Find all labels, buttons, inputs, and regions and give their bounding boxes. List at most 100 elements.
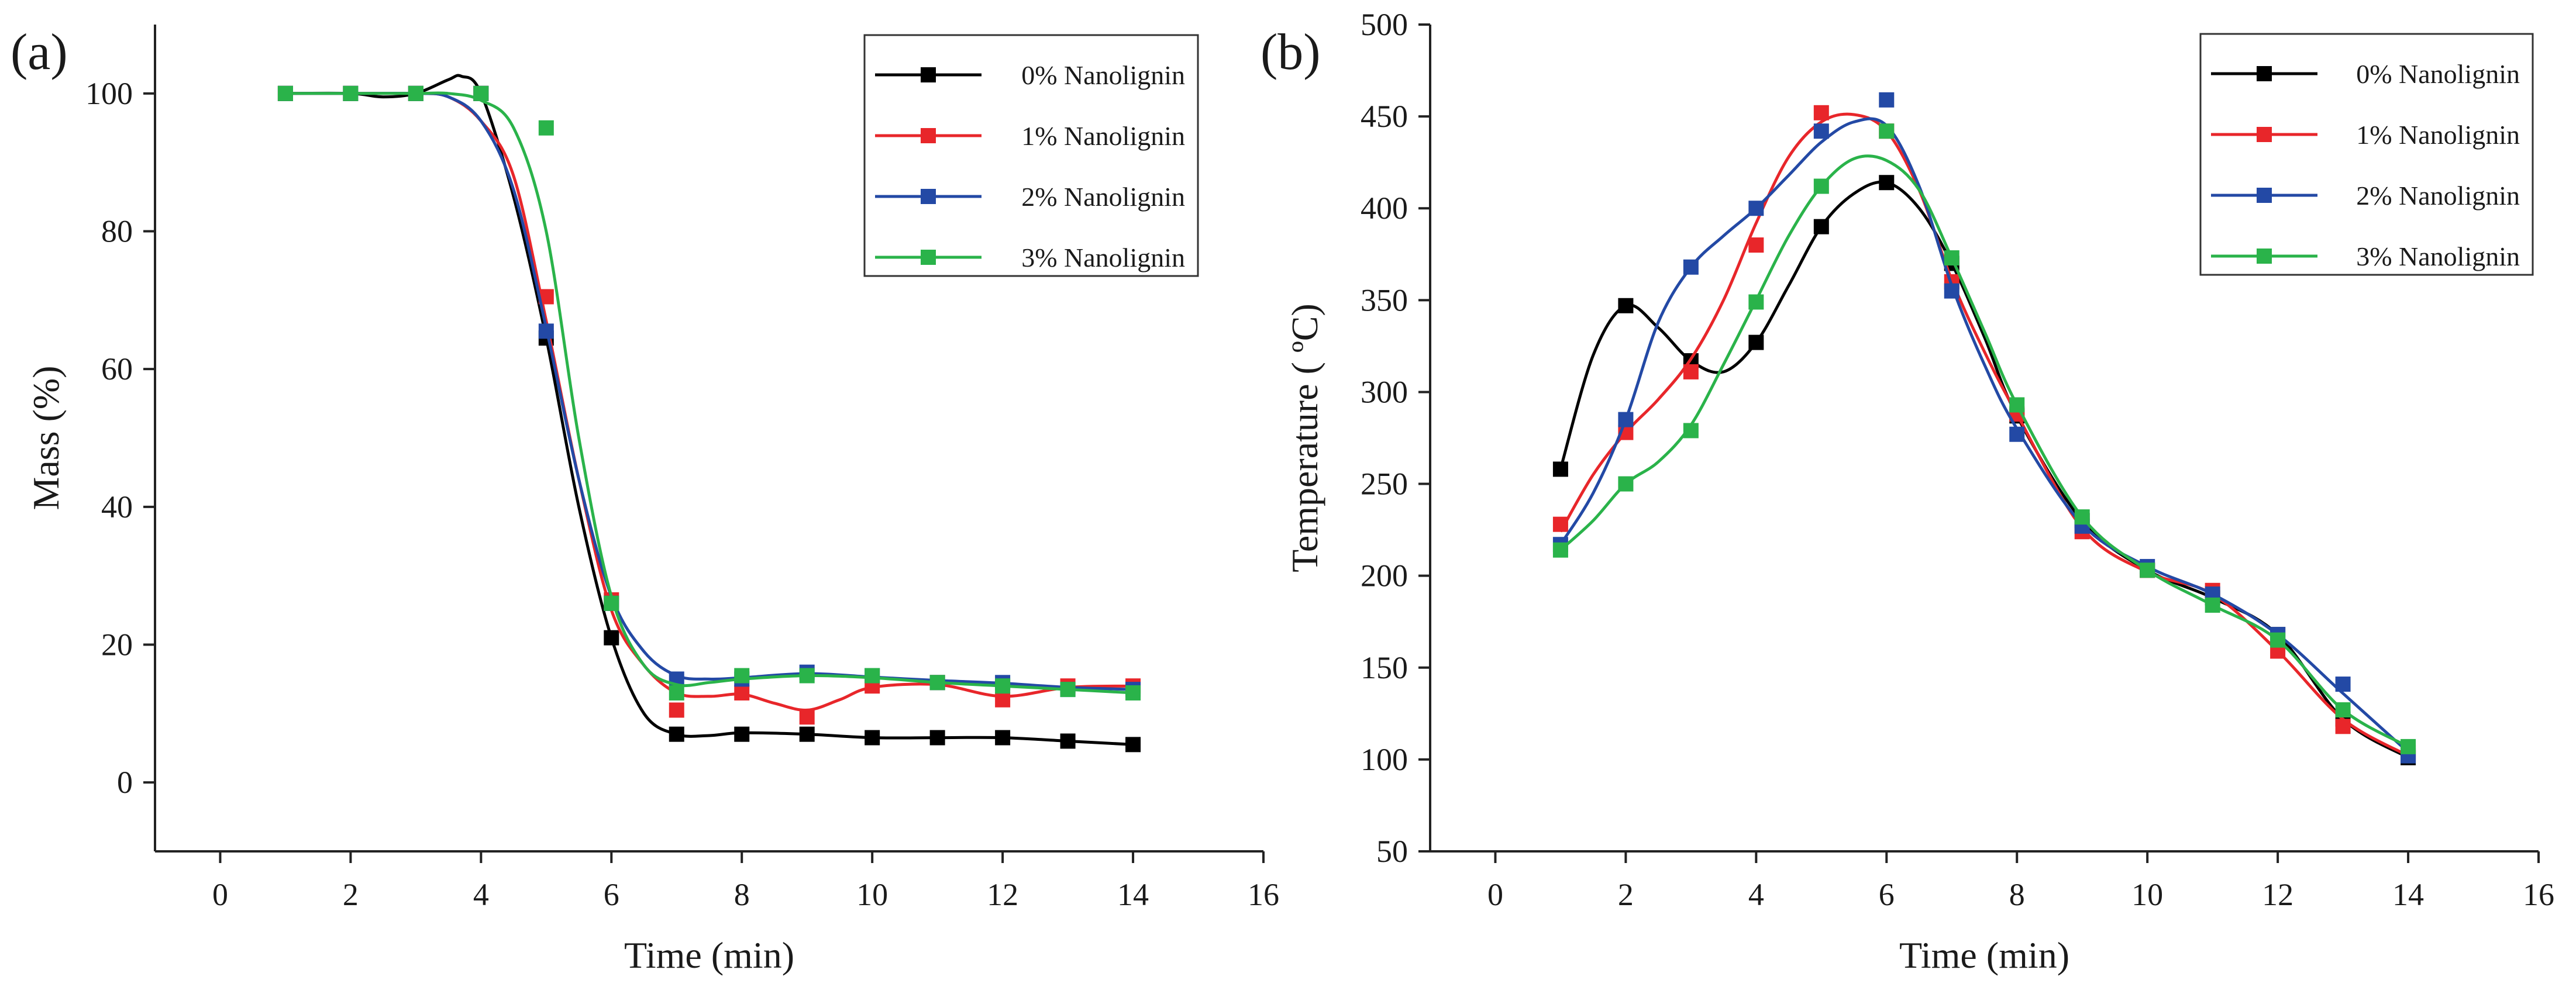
x-tick-label: 4 [473, 877, 489, 912]
legend-label: 3% Nanolignin [1021, 243, 1185, 272]
panel-label: (a) [11, 24, 68, 81]
y-tick-label: 250 [1361, 467, 1408, 502]
data-point [2335, 702, 2351, 718]
data-point [1683, 423, 1699, 439]
data-point [1879, 92, 1895, 108]
data-point [2140, 562, 2155, 578]
x-tick-label: 16 [1248, 877, 1279, 912]
data-point [734, 685, 750, 700]
data-point [2335, 719, 2351, 734]
legend-marker [2257, 66, 2272, 81]
data-point [1944, 283, 1959, 299]
y-tick-label: 0 [117, 765, 133, 800]
y-tick-label: 350 [1361, 282, 1408, 318]
legend-label: 2% Nanolignin [1021, 182, 1185, 212]
legend-label: 2% Nanolignin [2356, 181, 2520, 210]
data-point [2335, 677, 2351, 692]
y-tick-label: 100 [85, 76, 133, 111]
data-point [2270, 632, 2286, 648]
legend-marker [2257, 188, 2272, 203]
x-tick-label: 10 [2131, 877, 2163, 912]
y-tick-label: 400 [1361, 191, 1408, 226]
legend-item: 2% Nanolignin [875, 182, 1185, 212]
y-tick-label: 450 [1361, 99, 1408, 134]
legend-marker [921, 67, 936, 82]
data-point [1879, 175, 1895, 191]
legend-item: 0% Nanolignin [2211, 59, 2520, 89]
y-tick-label: 150 [1361, 650, 1408, 685]
data-point [799, 709, 815, 725]
data-point [2009, 426, 2025, 442]
panel-label: (b) [1261, 24, 1321, 81]
x-tick-label: 12 [987, 877, 1018, 912]
series-line [285, 74, 1134, 746]
data-point [1748, 294, 1764, 310]
legend-item: 3% Nanolignin [875, 243, 1185, 272]
data-point [929, 675, 945, 691]
legend-marker [921, 189, 936, 204]
legend-marker [921, 128, 936, 143]
data-point [1683, 259, 1699, 275]
series-4 [1552, 123, 2416, 754]
legend-label: 1% Nanolignin [2356, 120, 2520, 150]
y-tick-label: 60 [101, 351, 133, 386]
data-point [995, 692, 1011, 708]
y-tick-label: 50 [1376, 834, 1408, 869]
panel-a: 0 2 4 6 8 10 12 14 16 0 20 40 60 80 100 Time (min) Mass … [11, 24, 1279, 976]
data-point [1060, 733, 1076, 749]
data-point [1813, 219, 1829, 234]
data-point [408, 85, 423, 101]
x-tick-label: 6 [1879, 877, 1895, 912]
data-point [865, 668, 880, 684]
legend-marker [2257, 127, 2272, 142]
data-point [1552, 516, 1568, 532]
data-point [343, 85, 359, 101]
data-point [929, 730, 945, 746]
x-tick-label: 2 [1618, 877, 1634, 912]
data-point [995, 678, 1011, 694]
data-point [1552, 542, 1568, 558]
legend-marker [2257, 249, 2272, 264]
data-point [2401, 738, 2416, 754]
data-point [604, 595, 619, 611]
data-point [1813, 178, 1829, 194]
x-tick-label: 16 [2523, 877, 2554, 912]
y-tick-label: 100 [1361, 742, 1408, 777]
legend: 0% Nanolignin 1% Nanolignin 2% Nanolignin 3… [2199, 33, 2534, 276]
y-tick-label: 200 [1361, 558, 1408, 593]
data-point [2009, 397, 2025, 413]
x-axis-label: Time (min) [624, 934, 794, 976]
y-tick-label: 80 [101, 214, 133, 249]
x-tick-label: 4 [1748, 877, 1764, 912]
data-point [734, 668, 750, 684]
data-point [799, 668, 815, 684]
series-4 [277, 85, 1141, 700]
x-tick-label: 0 [212, 877, 228, 912]
legend-marker [921, 250, 936, 265]
data-point [473, 85, 489, 101]
data-point [1125, 685, 1141, 700]
legend-item: 3% Nanolignin [2211, 241, 2520, 271]
legend-item: 1% Nanolignin [875, 121, 1185, 151]
x-tick-label: 6 [604, 877, 619, 912]
data-point [1618, 476, 1634, 492]
data-point [1618, 412, 1634, 427]
panel-b: 0 2 4 6 8 10 12 14 16 50 100 150 200 250 300 350 400 450 5… [1261, 7, 2554, 976]
data-point [1125, 737, 1141, 753]
data-point [799, 726, 815, 742]
x-tick-label: 0 [1487, 877, 1503, 912]
x-tick-label: 8 [734, 877, 750, 912]
y-axis-label: Temperature ( ºC) [1284, 303, 1325, 572]
data-point [277, 85, 293, 101]
x-axis-label: Time (min) [1899, 934, 2069, 976]
data-point [538, 120, 554, 136]
data-point [1944, 250, 1959, 266]
data-point [669, 726, 684, 742]
data-point [604, 630, 619, 646]
y-tick-label: 500 [1361, 7, 1408, 42]
y-tick-label: 300 [1361, 374, 1408, 409]
x-tick-label: 14 [1117, 877, 1149, 912]
data-point [1879, 123, 1895, 139]
legend-label: 1% Nanolignin [1021, 121, 1185, 151]
